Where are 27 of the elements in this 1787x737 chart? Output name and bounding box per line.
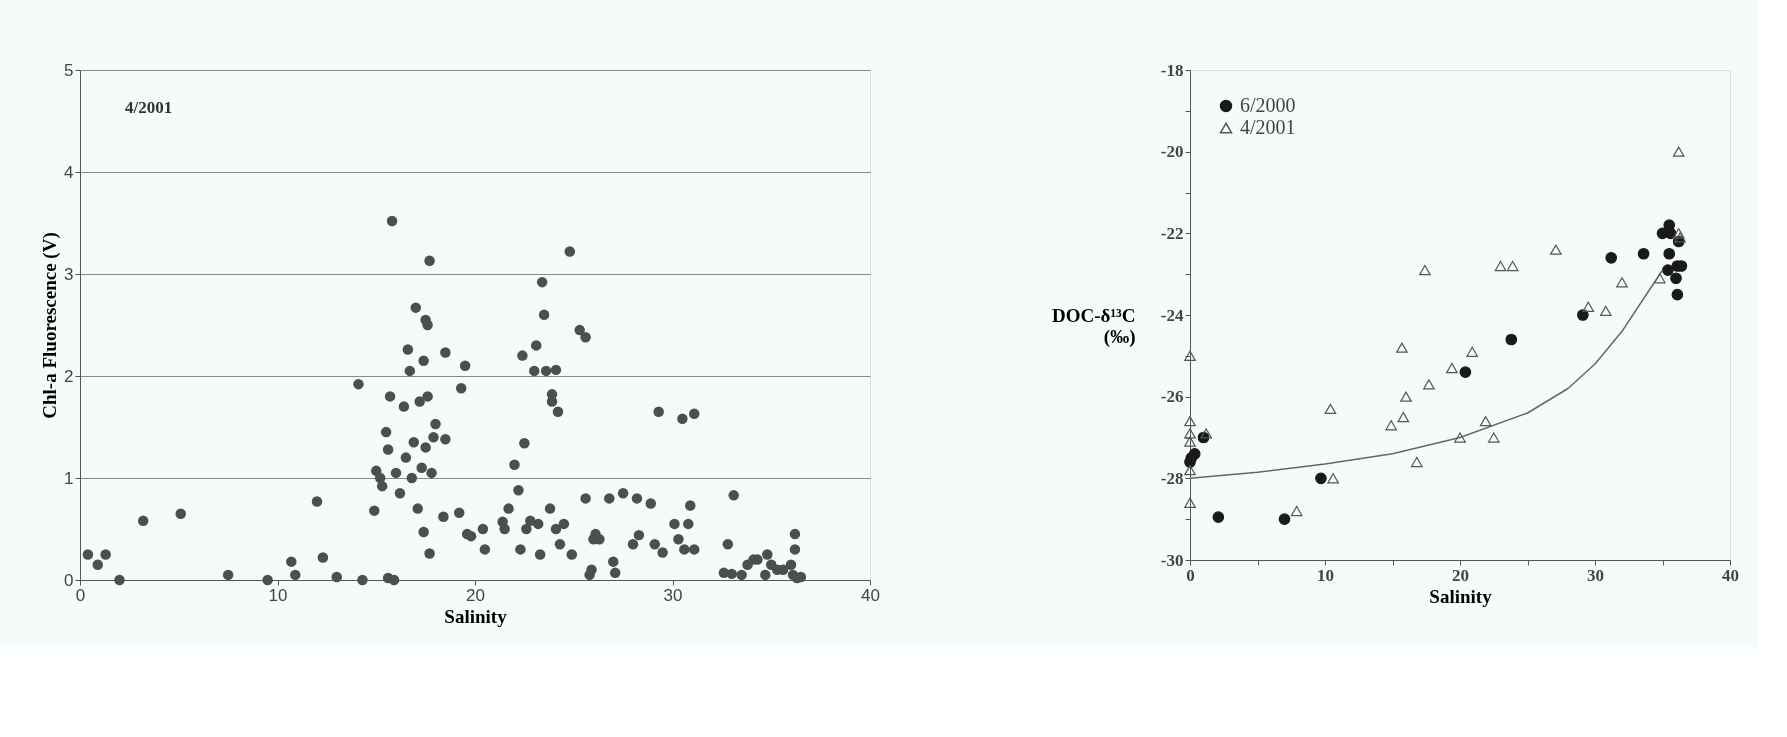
y-tick-label: -30 <box>1160 550 1184 570</box>
x-tick-label: 20 <box>1452 565 1469 585</box>
x-tick-label: 10 <box>268 585 288 605</box>
legend-label: 4/2001 <box>1240 116 1296 138</box>
x-axis-title: Salinity <box>1429 585 1493 607</box>
legend-label: 6/2000 <box>1240 94 1296 116</box>
y-axis-title: DOC-δ¹³C (‰) <box>1051 304 1136 348</box>
x-axis-title: Salinity <box>444 605 508 627</box>
y-tick-label: -20 <box>1160 142 1184 162</box>
y-tick-label: 4 <box>64 162 74 182</box>
x-tick-label: 30 <box>663 585 683 605</box>
x-tick-label: 30 <box>1587 565 1604 585</box>
y-tick-label: -24 <box>1160 305 1184 325</box>
y-tick-label: -22 <box>1160 223 1184 243</box>
x-tick-label: 20 <box>466 585 485 605</box>
y-tick-label: -28 <box>1160 468 1184 488</box>
x-tick-label: 10 <box>1317 565 1334 585</box>
y-tick-label: -18 <box>1160 60 1184 80</box>
y-tick-label: 5 <box>64 60 74 80</box>
y-tick-label: 3 <box>64 264 74 284</box>
y-tick-label: 1 <box>64 468 74 488</box>
annotation: 4/2001 <box>125 98 173 117</box>
y-tick-label: -26 <box>1160 387 1184 407</box>
y-axis-title: Chl-a Fluorescence (V) <box>39 232 62 419</box>
x-tick-label: 40 <box>861 585 880 605</box>
y-tick-label: 2 <box>64 366 74 386</box>
x-tick-label: 40 <box>1722 565 1739 585</box>
